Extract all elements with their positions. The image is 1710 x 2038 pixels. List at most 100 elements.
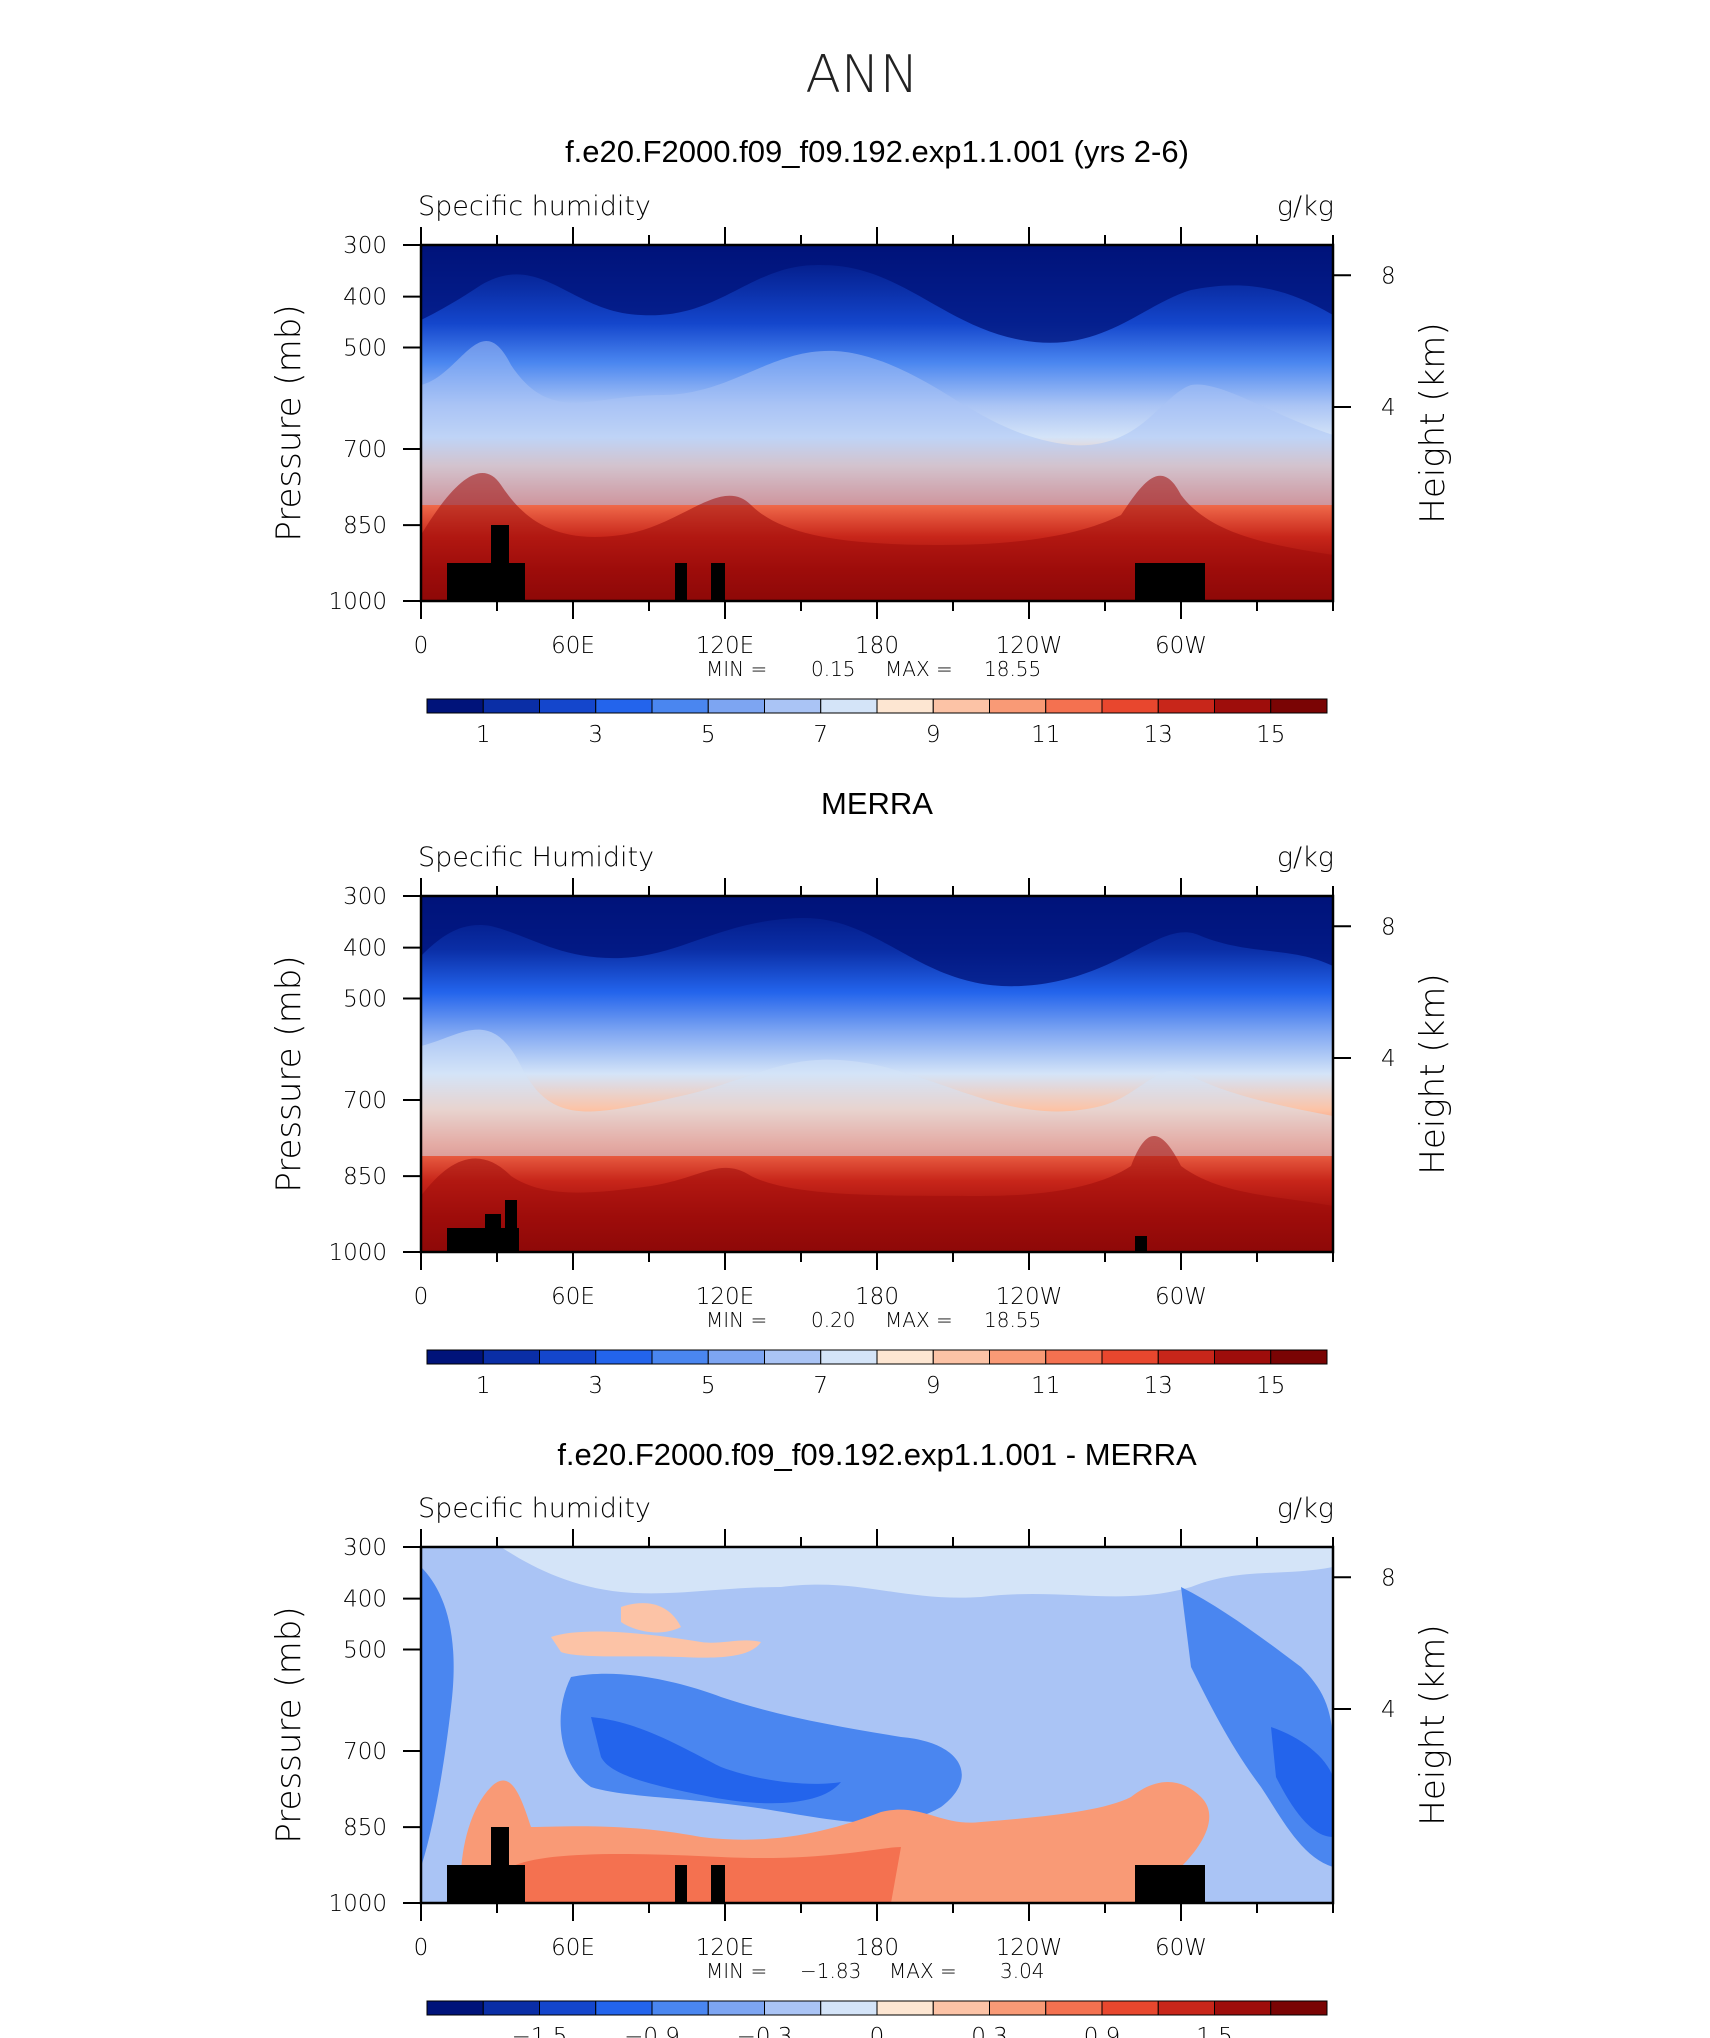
colorbar-swatch xyxy=(932,2000,990,2016)
panel-2-plot xyxy=(421,896,1333,1252)
colorbar-label: 13 xyxy=(1144,1373,1173,1399)
colorbar-swatch xyxy=(707,2000,765,2016)
colorbar-label: 7 xyxy=(813,1373,828,1399)
x-tick-label: 60E xyxy=(551,633,595,659)
panel-3: f.e20.F2000.f09_f09.192.exp1.1.001 - MER… xyxy=(269,1437,1453,2038)
panel-1-title: f.e20.F2000.f09_f09.192.exp1.1.001 (yrs … xyxy=(565,134,1189,169)
x-tick-label: 180 xyxy=(855,1935,899,1961)
colorbar-swatch xyxy=(651,698,709,714)
colorbar-swatch xyxy=(707,1349,765,1365)
colorbar-swatch xyxy=(764,2000,822,2016)
panel-3-ticks: 0 60E 120E 180 120W 60W 300 400 500 700 850 1000 8 4 xyxy=(328,1529,1396,1961)
y-tick-label: 700 xyxy=(343,1088,387,1114)
colorbar-swatch xyxy=(1045,698,1103,714)
y-tick-label: 400 xyxy=(343,1587,387,1613)
colorbar-swatch xyxy=(595,2000,653,2016)
panel-3-terrain-mask xyxy=(1135,1865,1205,1903)
colorbar-label: 13 xyxy=(1144,722,1173,748)
colorbar-swatch xyxy=(932,698,990,714)
panel-1: f.e20.F2000.f09_f09.192.exp1.1.001 (yrs … xyxy=(269,134,1453,748)
y-tick-label: 1000 xyxy=(328,1240,387,1266)
colorbar-swatch xyxy=(595,698,653,714)
x-tick-label: 120E xyxy=(696,1284,754,1310)
y-tick-label: 1000 xyxy=(328,1891,387,1917)
panel-3-positive-band xyxy=(551,1631,761,1658)
panel-1-terrain-mask xyxy=(711,563,725,601)
colorbar-swatch xyxy=(820,1349,878,1365)
panel-2-units-label: g/kg xyxy=(1277,842,1334,873)
panel-2: MERRA Specific Humidity g/kg 0 60E 120E 180… xyxy=(269,786,1453,1399)
y-tick-label: 300 xyxy=(343,1535,387,1561)
y-tick-label: 400 xyxy=(343,285,387,311)
panel-1-terrain-mask xyxy=(447,563,525,601)
panel-1-units-label: g/kg xyxy=(1277,191,1334,222)
panel-2-max-label: MAX = xyxy=(885,1308,953,1332)
panel-3-y-axis-label: Pressure (mb) xyxy=(269,1606,309,1843)
panel-1-ticks: 0 60E 120E 180 120W 60W 300 400 500 700 850 1000 8 4 xyxy=(328,227,1396,659)
panel-1-max-value: 18.55 xyxy=(984,657,1041,681)
colorbar-swatch xyxy=(1157,2000,1215,2016)
panel-1-terrain-mask xyxy=(675,563,687,601)
y-tick-label: 700 xyxy=(343,437,387,463)
x-tick-label: 120W xyxy=(996,1935,1063,1961)
panel-3-units-label: g/kg xyxy=(1277,1493,1334,1524)
colorbar-swatch xyxy=(539,2000,597,2016)
panel-2-terrain-mask xyxy=(447,1228,519,1252)
y-tick-label: 500 xyxy=(343,336,387,362)
colorbar-swatch xyxy=(426,2000,484,2016)
panel-2-terrain-mask xyxy=(505,1200,517,1230)
colorbar-label: 3 xyxy=(588,722,603,748)
colorbar-swatch xyxy=(1214,1349,1272,1365)
panel-3-title: f.e20.F2000.f09_f09.192.exp1.1.001 - MER… xyxy=(557,1437,1197,1472)
x-tick-label: 120W xyxy=(996,1284,1063,1310)
colorbar-swatch xyxy=(932,1349,990,1365)
x-tick-label: 120E xyxy=(696,633,754,659)
colorbar-swatch xyxy=(482,698,540,714)
colorbar-swatch xyxy=(876,1349,934,1365)
colorbar-swatch xyxy=(651,1349,709,1365)
x-tick-label: 120W xyxy=(996,633,1063,659)
colorbar-label: 5 xyxy=(701,1373,716,1399)
panel-1-min-label: MIN = xyxy=(706,657,767,681)
colorbar-swatch xyxy=(707,698,765,714)
panel-3-terrain-mask xyxy=(675,1865,687,1903)
x-tick-label: 60E xyxy=(551,1935,595,1961)
panel-1-y-right-axis-label: Height (km) xyxy=(1413,322,1453,523)
panel-1-max-label: MAX = xyxy=(885,657,953,681)
colorbar-swatch xyxy=(989,698,1047,714)
y-right-tick-label: 4 xyxy=(1381,1046,1396,1072)
colorbar-swatch xyxy=(539,698,597,714)
colorbar-label: 11 xyxy=(1031,1373,1060,1399)
panel-3-terrain-mask xyxy=(711,1865,725,1903)
colorbar-label: 0.9 xyxy=(1084,2024,1121,2038)
colorbar-label: 15 xyxy=(1256,1373,1285,1399)
colorbar-swatch xyxy=(989,1349,1047,1365)
colorbar-swatch xyxy=(1214,698,1272,714)
y-tick-label: 300 xyxy=(343,233,387,259)
colorbar-swatch xyxy=(1270,2000,1328,2016)
colorbar-swatch xyxy=(539,1349,597,1365)
panel-3-negative-core xyxy=(421,1567,454,1867)
panel-1-variable-label: Specific humidity xyxy=(418,191,651,222)
colorbar-swatch xyxy=(482,2000,540,2016)
colorbar-swatch xyxy=(764,698,822,714)
x-tick-label: 180 xyxy=(855,633,899,659)
panel-3-y-right-axis-label: Height (km) xyxy=(1413,1624,1453,1825)
colorbar-swatch xyxy=(1101,2000,1159,2016)
panel-3-negative-core xyxy=(1271,1727,1333,1837)
colorbar-swatch xyxy=(1101,698,1159,714)
panel-1-terrain-mask xyxy=(491,525,509,565)
colorbar-swatch xyxy=(595,1349,653,1365)
panel-2-ticks: 0 60E 120E 180 120W 60W 300 400 500 700 850 1000 8 4 xyxy=(328,878,1396,1310)
colorbar-swatch xyxy=(1270,1349,1328,1365)
colorbar-label: 3 xyxy=(588,1373,603,1399)
panel-1-min-value: 0.15 xyxy=(811,657,856,681)
panel-3-max-label: MAX = xyxy=(889,1959,957,1983)
x-tick-label: 0 xyxy=(414,1284,429,1310)
colorbar-swatch xyxy=(764,1349,822,1365)
panel-2-terrain-mask xyxy=(1135,1236,1147,1252)
panel-2-terrain-mask xyxy=(485,1214,501,1230)
panel-3-neutral-region xyxy=(501,1547,1333,1598)
panel-3-max-value: 3.04 xyxy=(1000,1959,1045,1983)
